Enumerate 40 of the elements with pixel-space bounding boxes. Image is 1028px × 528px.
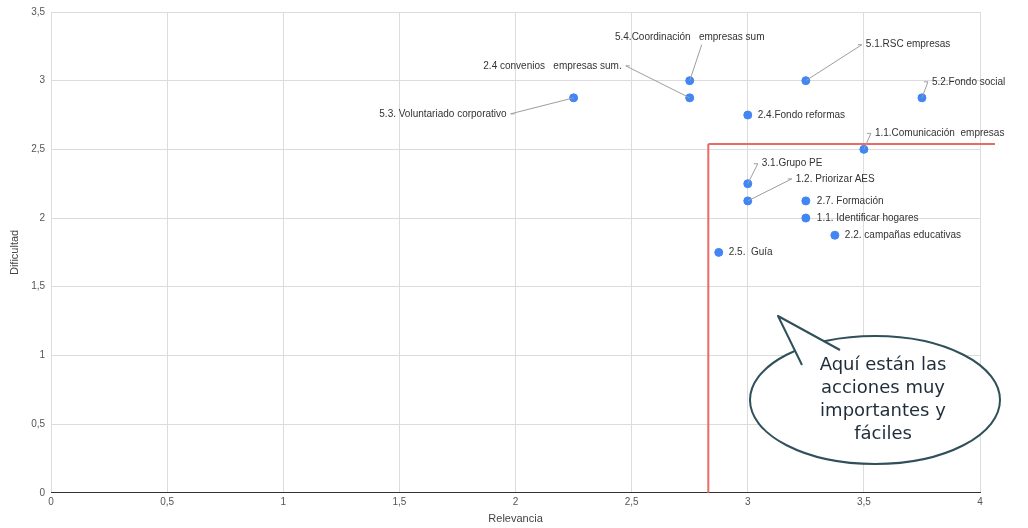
point [743,196,753,206]
x-tick-label: 1 [280,495,287,507]
y-tick-label: 3 [39,74,46,86]
x-tick-label: 1,5 [392,495,407,507]
x-tick-label: 4 [977,495,984,507]
point [801,196,811,206]
x-tick-label: 2,5 [624,495,640,507]
x-axis-title: Relevancia [488,512,544,525]
annotation: 5.2.Fondo social [931,75,1006,87]
y-tick-label: 2 [39,211,46,223]
y-tick-label: 1,5 [31,280,46,292]
x-tick-label: 0,5 [160,495,175,507]
annotation: 2.4 convenios empresas sum. [483,59,622,71]
annotation: 2.7. Formación [816,194,884,206]
annotation: 2.5. Guía [728,246,774,258]
annotation: 2.4.Fondo reformas [757,108,846,120]
y-tick-label: 0 [39,486,46,498]
x-tick-label: 3,5 [856,495,872,507]
annotation: 2.2. campañas educativas [844,228,962,240]
x-tick-label: 0 [48,495,55,507]
y-axis-title: Dificultad [7,229,20,276]
annotation: 3.1.Grupo PE [761,157,823,169]
annotation: 1.1. Identificar hogares [816,211,919,223]
point [830,230,840,240]
point [743,110,753,120]
annotation: Aquí están las acciones muy importantes y fáciles [818,352,948,444]
point [714,247,724,257]
point [801,213,811,223]
x-tick-label: 2 [512,495,519,507]
y-tick-label: 0,5 [31,417,46,429]
annotation: 5.3. Voluntariado corporativo [379,107,508,119]
annotation: 5.4.Coordinación empresas sum [614,31,765,43]
y-tick-label: 2,5 [31,143,46,155]
annotation: 5.1.RSC empresas [865,38,951,50]
annotation: 1.1.Comunicación empresas [874,127,1005,139]
x-tick-label: 3 [744,495,751,507]
point [685,93,695,103]
annotation: 1.2. Priorizar AES [795,172,876,184]
y-tick-label: 1 [39,349,46,361]
y-tick-label: 3,5 [31,5,46,17]
